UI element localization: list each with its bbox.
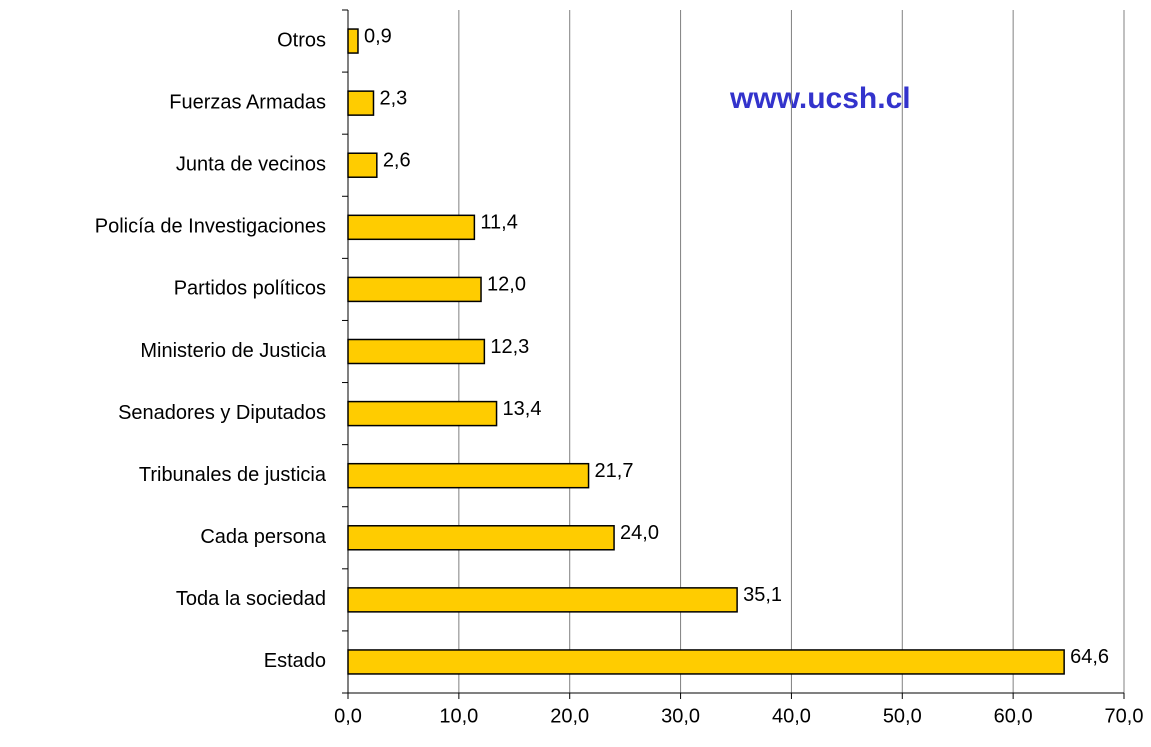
bar (347, 276, 482, 303)
value-label: 24,0 (620, 522, 659, 544)
y-tick-label: Fuerzas Armadas (169, 91, 326, 113)
y-tick-label: Partidos políticos (174, 278, 326, 300)
y-tick-label: Ministerio de Justicia (140, 340, 327, 362)
value-label: 13,4 (503, 398, 542, 420)
value-label: 21,7 (595, 460, 634, 482)
x-tick-label: 20,0 (550, 705, 589, 727)
bar (347, 338, 486, 365)
bar (347, 400, 498, 427)
value-label: 11,4 (480, 212, 517, 234)
y-tick-label: Toda la sociedad (176, 588, 326, 610)
x-tick-label: 40,0 (772, 705, 811, 727)
bar (347, 587, 738, 613)
y-tick-label: Estado (264, 650, 326, 672)
bar (347, 649, 1065, 675)
y-tick-label: Cada persona (200, 526, 327, 548)
value-label: 0,9 (364, 25, 392, 47)
value-label: 64,6 (1070, 646, 1109, 668)
x-tick-label: 0,0 (334, 705, 362, 727)
bar (347, 90, 375, 116)
value-label: 2,6 (383, 150, 411, 172)
value-label: 35,1 (743, 584, 782, 606)
y-tick-label: Otros (277, 29, 326, 51)
y-tick-label: Senadores y Diputados (118, 402, 326, 424)
bar (347, 525, 615, 551)
y-tick-label: Policía de Investigaciones (95, 216, 326, 238)
annotation: www.ucsh.cl (729, 82, 911, 115)
value-label: 12,0 (487, 274, 526, 296)
x-tick-label: 10,0 (439, 705, 478, 727)
x-tick-label: 30,0 (661, 705, 700, 727)
bar (347, 462, 590, 489)
value-label: 2,3 (379, 87, 407, 109)
x-tick-label: 70,0 (1105, 705, 1144, 727)
x-tick-label: 50,0 (883, 705, 922, 727)
bar (347, 28, 359, 54)
bar (347, 152, 378, 178)
y-tick-label: Tribunales de justicia (139, 464, 327, 486)
value-label: 12,3 (490, 336, 529, 358)
y-tick-label: Junta de vecinos (176, 154, 326, 176)
x-tick-label: 60,0 (994, 705, 1033, 727)
bar (347, 214, 476, 241)
